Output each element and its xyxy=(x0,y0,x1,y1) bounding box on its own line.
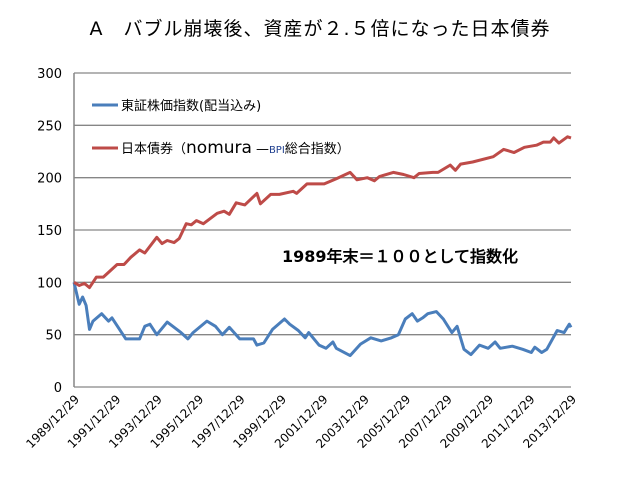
series-line-topix xyxy=(72,281,573,358)
chart-title: A バブル崩壊後、資産が２.５倍になった日本債券 xyxy=(89,18,551,40)
y-tick-label: 50 xyxy=(45,329,62,344)
legend-label-nomura-bpi: 日本債券（nomura —BPI総合指数） xyxy=(121,138,350,158)
series-line-nomura-bpi xyxy=(73,135,572,290)
y-tick-label: 200 xyxy=(37,172,62,187)
y-tick-label: 250 xyxy=(37,119,62,134)
y-tick-label: 100 xyxy=(37,276,62,291)
series-lines xyxy=(72,135,573,358)
gridlines xyxy=(74,72,571,388)
x-tick-labels: 1989/12/291991/12/291993/12/291995/12/29… xyxy=(23,392,579,451)
y-tick-label: 150 xyxy=(37,224,62,239)
y-tick-label: 0 xyxy=(54,381,62,396)
y-tick-labels: 0 50 100 150 200 250 300 xyxy=(37,67,62,396)
legend-label-topix: 東証株価指数(配当込み) xyxy=(121,98,261,114)
index-note-annotation: 1989年末＝１００として指数化 xyxy=(282,247,518,266)
y-tick-label: 300 xyxy=(37,67,62,82)
legend: 東証株価指数(配当込み) 日本債券（nomura —BPI総合指数） xyxy=(92,98,350,158)
